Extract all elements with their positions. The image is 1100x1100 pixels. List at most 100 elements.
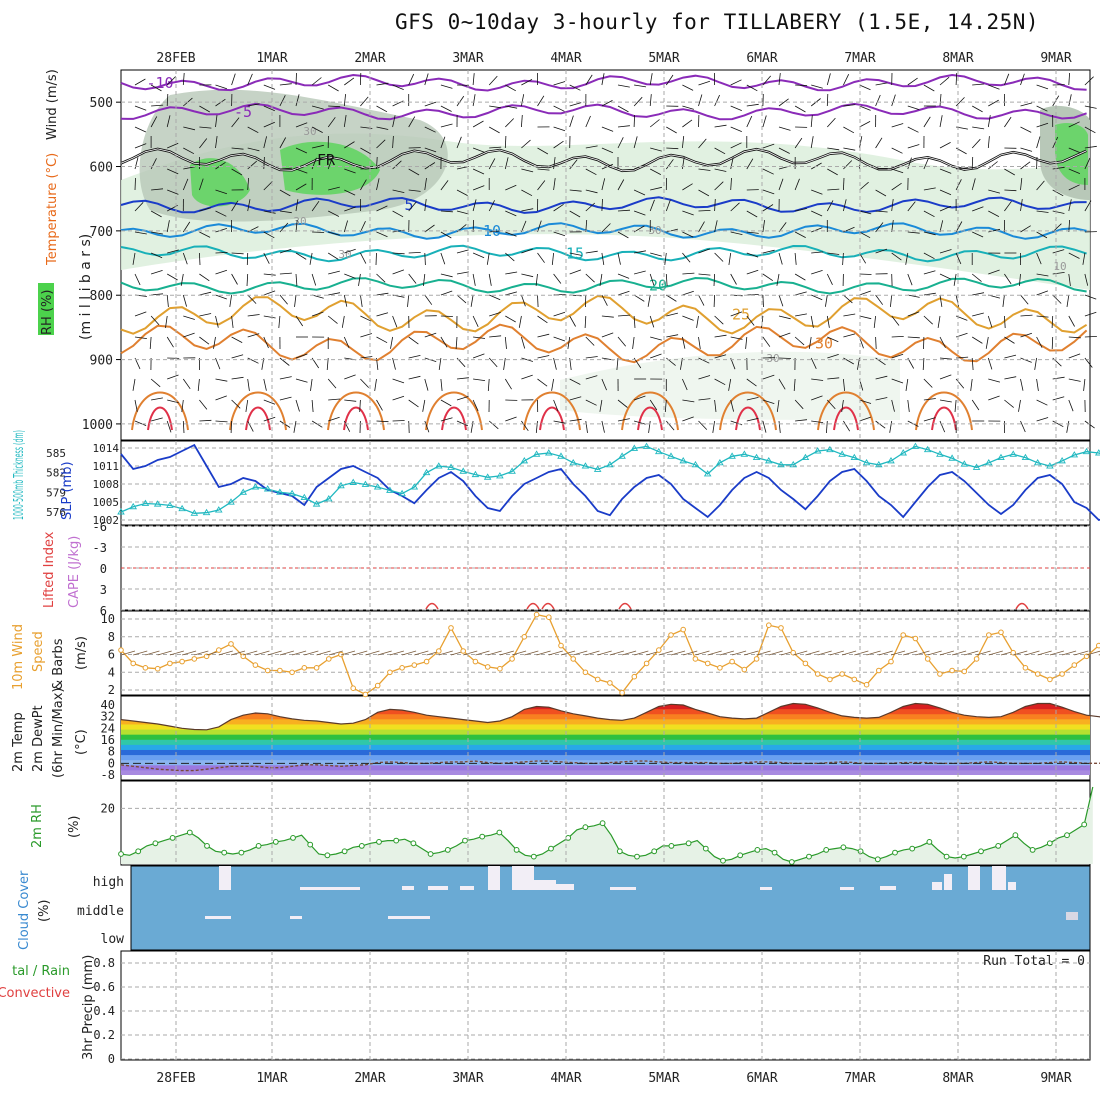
wind10-point (570, 656, 577, 662)
wind-barb (682, 183, 693, 191)
wind-barb (827, 252, 840, 255)
date-label-top: 3MAR (452, 51, 483, 66)
wind-barb (778, 73, 781, 86)
wind-barb (714, 94, 720, 107)
wind-barb (939, 76, 950, 86)
label-precip-total: tal / Rain (12, 964, 70, 979)
y-tick-label-li: 0 (100, 562, 107, 576)
wind-barb (682, 210, 694, 216)
rh2m-point (806, 853, 812, 860)
wind-barb (1020, 420, 1026, 433)
wind10-point (228, 641, 234, 647)
wind-barb (537, 95, 545, 107)
wind-barb (664, 399, 667, 413)
wind-barb (698, 80, 711, 86)
wind-barb (794, 178, 800, 191)
wind-barb (263, 181, 273, 191)
wind-barb (811, 84, 823, 89)
wind-barb (1036, 231, 1048, 239)
wind-barb (698, 375, 711, 380)
wind-barb (199, 399, 208, 410)
wind-barb (199, 419, 212, 422)
wind-barb (843, 378, 845, 391)
label-wind-ms: Wind (m/s) (45, 69, 60, 140)
wind-barb (489, 146, 502, 149)
wind-barb (650, 252, 662, 257)
wind-barb (183, 147, 195, 155)
thickness-point (936, 450, 944, 457)
wind-barb (650, 147, 662, 152)
wind-barb (504, 157, 509, 170)
wind10-barb (1025, 650, 1040, 656)
wind-barb (859, 105, 871, 111)
rh2m-point (565, 835, 572, 841)
wind-barb (166, 93, 169, 107)
wind-barb (456, 420, 469, 427)
wind-barb (134, 157, 139, 170)
wind-barb (714, 124, 727, 128)
wind-barb (811, 420, 824, 423)
wind-barb (569, 252, 582, 256)
wind-barb (987, 357, 993, 370)
cloud-high-block (488, 866, 500, 890)
temperature-contour (120, 73, 1087, 92)
wind-barb (472, 219, 474, 233)
wind10-point (643, 660, 650, 667)
wind10-barb (829, 650, 844, 656)
rh2m-point (358, 843, 365, 849)
wind-barb (698, 420, 708, 430)
wind-barb (891, 399, 895, 412)
wind10-point (1096, 642, 1100, 649)
wind-barb (585, 250, 598, 254)
y-tick-label-temp: 0 (108, 756, 115, 770)
date-label-top: 2MAR (354, 51, 385, 66)
y-tick-label-precip: 0.6 (93, 980, 115, 994)
wind-barb (167, 142, 179, 149)
wind-barb (1068, 199, 1072, 212)
y-tick-label-wind: 8 (108, 630, 115, 644)
y-tick-label-li: -6 (93, 520, 107, 534)
wind-barb (616, 357, 619, 371)
wind-barb (199, 273, 210, 282)
wind-barb (649, 315, 655, 328)
wind-barb (827, 377, 840, 380)
wind-barb (408, 116, 416, 128)
wind-barb (424, 162, 436, 170)
wind-barb (245, 399, 249, 412)
label-thickness: 1000-500mb Thickness (dm) (12, 430, 27, 520)
wind-barb (633, 315, 636, 329)
wind-barb (151, 104, 164, 107)
wind10-point (326, 656, 332, 662)
wind-barb (167, 189, 179, 195)
wind-barb (392, 395, 405, 401)
wind10-barb (585, 650, 600, 656)
wind-barb (827, 117, 836, 128)
rh2m-point (651, 848, 658, 855)
wind-barb (247, 378, 250, 391)
rh2m-point (771, 849, 778, 856)
wind-barb (553, 420, 566, 424)
wind-barb (776, 273, 780, 286)
wind-barb (1052, 420, 1064, 428)
wind-barb (649, 399, 658, 411)
wind-barb (714, 315, 724, 325)
date-label-top: 7MAR (844, 51, 875, 66)
y-tick-label-mb: 500 (90, 96, 113, 111)
wind-barb (1020, 314, 1033, 317)
wind10-barb (927, 650, 942, 656)
wind-barb (649, 199, 655, 212)
wind-barb (843, 126, 855, 134)
wind-barb (569, 418, 582, 422)
wind10-point (998, 629, 1004, 636)
wind-barb (247, 147, 260, 152)
wind-barb (875, 420, 886, 429)
wind10-point (252, 662, 259, 668)
rh2m-point (530, 853, 537, 860)
wind10-barb (438, 650, 453, 656)
wind-barb (360, 221, 366, 233)
thickness-point (654, 447, 663, 455)
wind-barb (263, 336, 269, 349)
wind-barb (826, 315, 830, 328)
wind-barb (473, 336, 486, 339)
wind-barb (939, 205, 952, 212)
